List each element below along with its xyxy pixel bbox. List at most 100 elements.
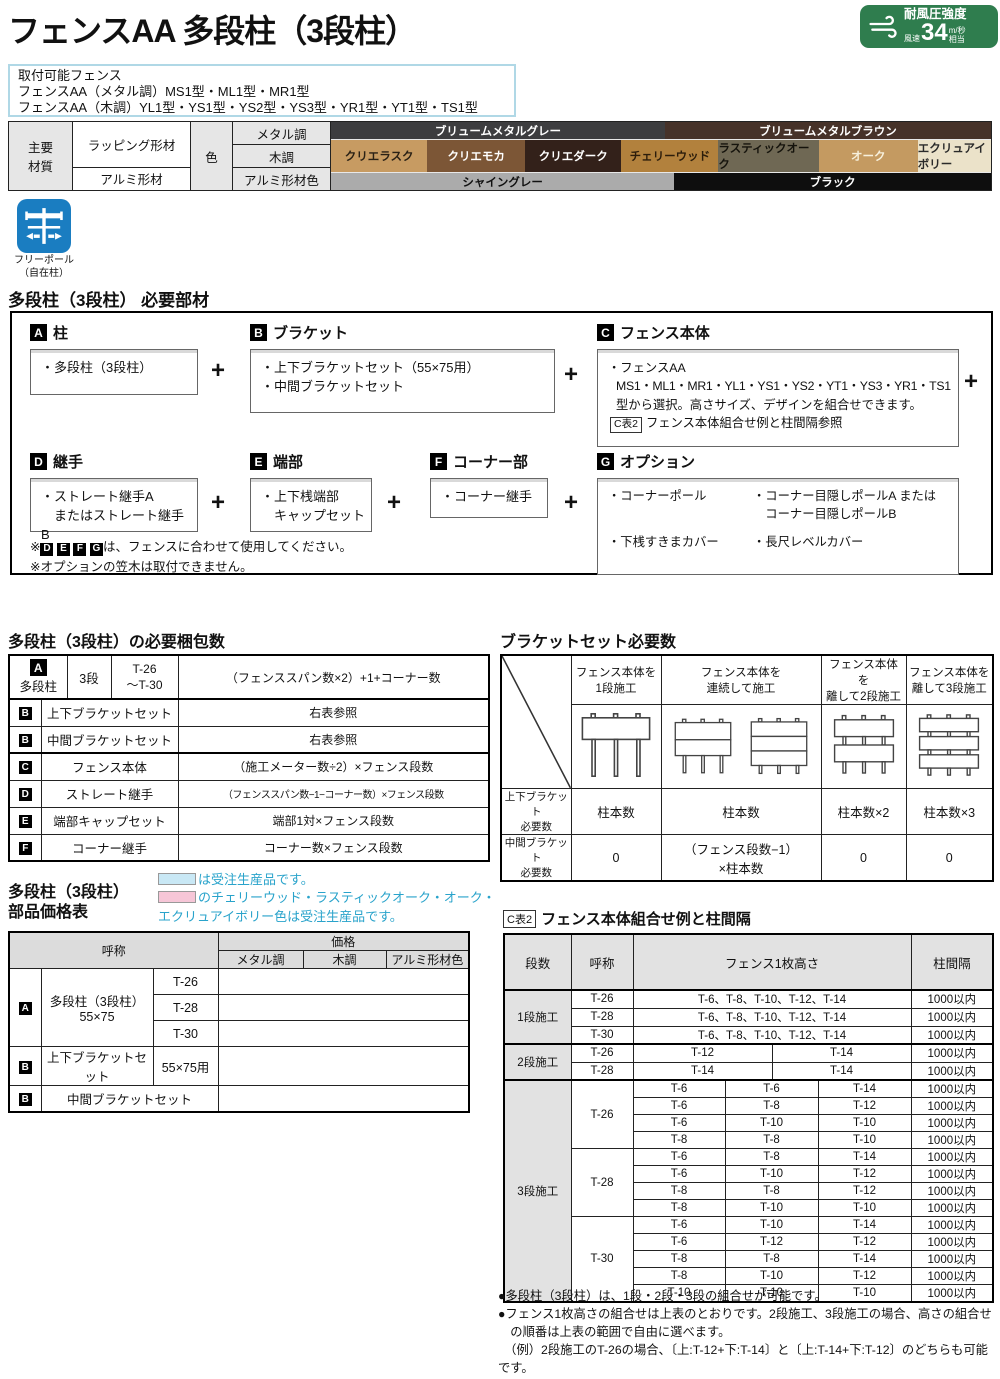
span-cell: 1000以内: [910, 1097, 994, 1115]
part-title-corner: コーナー部: [453, 454, 529, 471]
height-cell: T-10: [724, 1114, 819, 1132]
bracket-qty-cell: 柱本数×2: [820, 788, 907, 835]
footer-notes: ●多段柱（3段柱）は、1段・2段・3段の組合せが可能です。 ●フェンス1枚高さの…: [498, 1287, 998, 1379]
height-cell: T-10: [817, 1284, 912, 1303]
span-cell: 1000以内: [910, 989, 994, 1009]
type-alumi-label: アルミ形材色: [233, 168, 330, 190]
height-cell: T-8: [724, 1148, 819, 1166]
height-cell: T-14: [817, 1216, 912, 1234]
fence-combination-table: 段数 呼称 フェンス1枚高さ 柱間隔 1段施工 T-26 T-6、T-8、T-1…: [503, 933, 995, 1303]
span-cell: 1000以内: [910, 1061, 994, 1081]
bracket-table: フェンス本体を 1段施工 フェンス本体を 連続して施工 フェンス本体を 離して2…: [500, 654, 994, 882]
part-name-cell: フェンス本体: [40, 752, 179, 781]
price-section-heading: 多段柱（3段柱） 部品価格表: [8, 884, 129, 921]
part-title-fence-body: フェンス本体: [620, 325, 710, 342]
upper-lower-bracket-label: 上下ブラケット 必要数: [500, 788, 572, 835]
height-cell: T-12: [817, 1267, 912, 1285]
row-letter: B: [8, 1085, 42, 1112]
part-title-end: 端部: [273, 454, 304, 471]
dan-cell: 1段施工: [503, 989, 572, 1045]
span-cell: 1000以内: [910, 1043, 994, 1063]
kosho-cell: T-26: [570, 989, 634, 1009]
price-cell-empty: [217, 1020, 470, 1047]
packing-a-cell: A 多段柱: [8, 654, 68, 700]
ctable2-ref-tag: C表2: [610, 417, 642, 433]
height-cell: T-6、T-8、T-10、T-12、T-14: [632, 989, 912, 1009]
part-box-fence-body: ・フェンスAA MS1・ML1・MR1・YL1・YS1・YS2・YT1・YS3・…: [597, 349, 959, 447]
diagram-continuous-three-icon: [750, 717, 808, 774]
kosho-cell: T-26: [570, 1043, 634, 1063]
wind-speed-value: 34: [921, 19, 948, 47]
material-color-table: 主要 材質 ラッピング形材 アルミ形材 色 メタル調 木調 アルミ形材色 ブリュ…: [8, 121, 992, 191]
wind-icon: [869, 15, 897, 38]
parts-note-1: ※ D E F G は、フェンスに合わせて使用してください。: [30, 540, 352, 556]
diagram-separated-two-icon: [833, 714, 894, 774]
kosho-cell: T-28: [570, 1148, 634, 1217]
color-swatches: ブリュームメタルグレー ブリュームメタルブラウン クリエラスク クリエモカ クリ…: [331, 122, 991, 190]
material-header: 主要 材質: [9, 122, 73, 190]
height-cell: T-14: [632, 1061, 773, 1081]
part-letter-b: B: [250, 324, 267, 341]
span-cell: 1000以内: [910, 1165, 994, 1183]
height-cell: T-6: [632, 1079, 726, 1098]
height-cell: T-14: [771, 1061, 912, 1081]
row-letter: F: [8, 833, 42, 862]
plus-sign: +: [964, 368, 979, 395]
dan-cell: 2段施工: [503, 1043, 572, 1081]
parts-note-2: ※オプションの笠木は取付できません。: [30, 560, 253, 574]
height-cell: T-12: [817, 1182, 912, 1200]
bracket-qty-cell: 柱本数: [660, 788, 822, 835]
formula-cell: コーナー数×フェンス段数: [177, 833, 490, 862]
row-letter: D: [8, 779, 42, 808]
wind-speed-unit: m/秒: [948, 25, 966, 35]
packing-a-name: 多段柱: [19, 680, 58, 694]
wind-speed-prefix: 風速: [904, 34, 920, 44]
height-cell: T-10: [632, 1284, 726, 1303]
height-cell: T-6、T-8、T-10、T-12、T-14: [632, 1007, 912, 1027]
plus-sign: +: [564, 361, 579, 388]
color-swatch: ブリュームメタルグレー: [331, 122, 665, 139]
height-cell: T-14: [817, 1079, 912, 1098]
price-table: 呼称 価格 メタル調 木調 アルミ形材色 A 多段柱（3段柱） 55×75 T-…: [8, 931, 471, 1113]
kosho-cell: T-26: [570, 1079, 634, 1149]
part-name-cell: 中間ブラケットセット: [40, 725, 179, 754]
price-cell-empty: [217, 1085, 470, 1112]
height-cell: T-10: [817, 1199, 912, 1217]
height-cell: T-12: [632, 1043, 773, 1063]
alumi-material-label: アルミ形材: [100, 173, 163, 188]
color-swatch: チェリーウッド: [621, 140, 719, 172]
metal-color-row: ブリュームメタルグレー ブリュームメタルブラウン: [331, 122, 991, 140]
color-swatch: エクリュアイボリー: [917, 140, 991, 172]
span-cell: 1000以内: [910, 1114, 994, 1132]
part-box-pillar: ・多段柱（3段柱）: [30, 349, 198, 395]
height-cell: T-8: [632, 1182, 726, 1200]
made-to-order-legend: は受注生産品です。 のチェリーウッド・ラスティックオーク・オーク・ エクリュアイ…: [158, 871, 495, 926]
height-cell: T-8: [724, 1182, 819, 1200]
free-pole-mark: フリーポール （自在柱）: [12, 199, 76, 280]
wrap-material-label: ラッピング形材: [73, 122, 190, 168]
height-cell: T-8: [632, 1250, 726, 1268]
size-cell: T-30: [152, 1020, 219, 1047]
height-cell: T-8: [724, 1097, 819, 1115]
part-label-b: B ブラケット: [250, 322, 348, 343]
part-box-joint: ・ストレート継手A またはストレート継手B: [30, 478, 198, 542]
height-cell: T-8: [632, 1131, 726, 1149]
bracket-qty-cell: （フェンス段数−1） ×柱本数: [660, 834, 822, 882]
wood-price-header: 木調: [302, 950, 387, 969]
alumi-price-header: アルミ形材色: [385, 950, 470, 969]
span-header: 柱間隔: [910, 933, 994, 991]
middle-bracket-label: 中間ブラケット 必要数: [500, 834, 572, 882]
formula-cell: （フェンススパン数−1−コーナー数）×フェンス段数: [177, 779, 490, 808]
parts-notes: ※ D E F G は、フェンスに合わせて使用してください。 ※オプションの笠木は取…: [30, 537, 352, 577]
ctable2-tag: C表2: [503, 909, 537, 928]
blue-legend-swatch: [158, 873, 196, 885]
plus-sign: +: [211, 489, 226, 516]
span-cell: 1000以内: [910, 1131, 994, 1149]
free-pole-icon: [17, 199, 71, 253]
height-cell: T-14: [817, 1250, 912, 1268]
color-swatch: ブラック: [674, 173, 991, 190]
bracket-qty-cell: 0: [820, 834, 907, 882]
bracket-col-header: フェンス本体を 離して3段施工: [905, 654, 994, 705]
color-type-column: メタル調 木調 アルミ形材色: [233, 122, 331, 190]
span-cell: 1000以内: [910, 1199, 994, 1217]
